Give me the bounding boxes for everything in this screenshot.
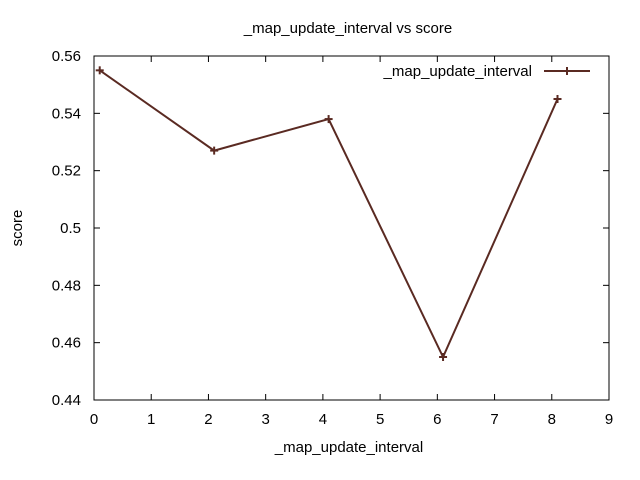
y-axis-label: score [9, 210, 26, 247]
x-tick-label: 2 [204, 411, 212, 428]
y-tick-label: 0.44 [52, 392, 81, 409]
series-line [99, 69, 559, 360]
series-layer [95, 66, 562, 361]
y-tick-label: 0.48 [52, 277, 81, 294]
x-tick-label: 8 [548, 411, 556, 428]
data-point [210, 146, 219, 155]
y-tick-label: 0.46 [52, 335, 81, 352]
y-axis-ticks: 0.44 0.46 0.48 0.5 0.52 0.54 0.56 [52, 48, 609, 409]
x-axis-label: _map_update_interval [274, 439, 423, 456]
x-tick-label: 0 [90, 411, 98, 428]
x-tick-label: 4 [319, 411, 327, 428]
x-tick-label: 1 [147, 411, 155, 428]
x-tick-label: 7 [490, 411, 498, 428]
legend-label: _map_update_interval [383, 63, 532, 80]
y-tick-label: 0.54 [52, 105, 81, 122]
data-point [95, 66, 104, 75]
data-point [553, 95, 562, 103]
x-tick-label: 5 [376, 411, 384, 428]
data-point [324, 115, 333, 124]
y-tick-label: 0.52 [52, 163, 81, 180]
x-tick-label: 3 [261, 411, 269, 428]
legend-marker-plus [563, 67, 571, 75]
legend-marker [563, 67, 571, 75]
y-tick-label: 0.5 [60, 220, 81, 237]
x-axis-ticks: 0 1 2 3 4 5 6 7 8 9 [90, 56, 613, 428]
y-tick-label: 0.56 [52, 48, 81, 65]
x-tick-label: 6 [433, 411, 441, 428]
x-tick-label: 9 [605, 411, 613, 428]
chart-title: _map_update_interval vs score [243, 20, 452, 37]
plot-frame [93, 55, 610, 401]
data-point [439, 353, 448, 361]
legend: _map_update_interval [383, 63, 590, 80]
